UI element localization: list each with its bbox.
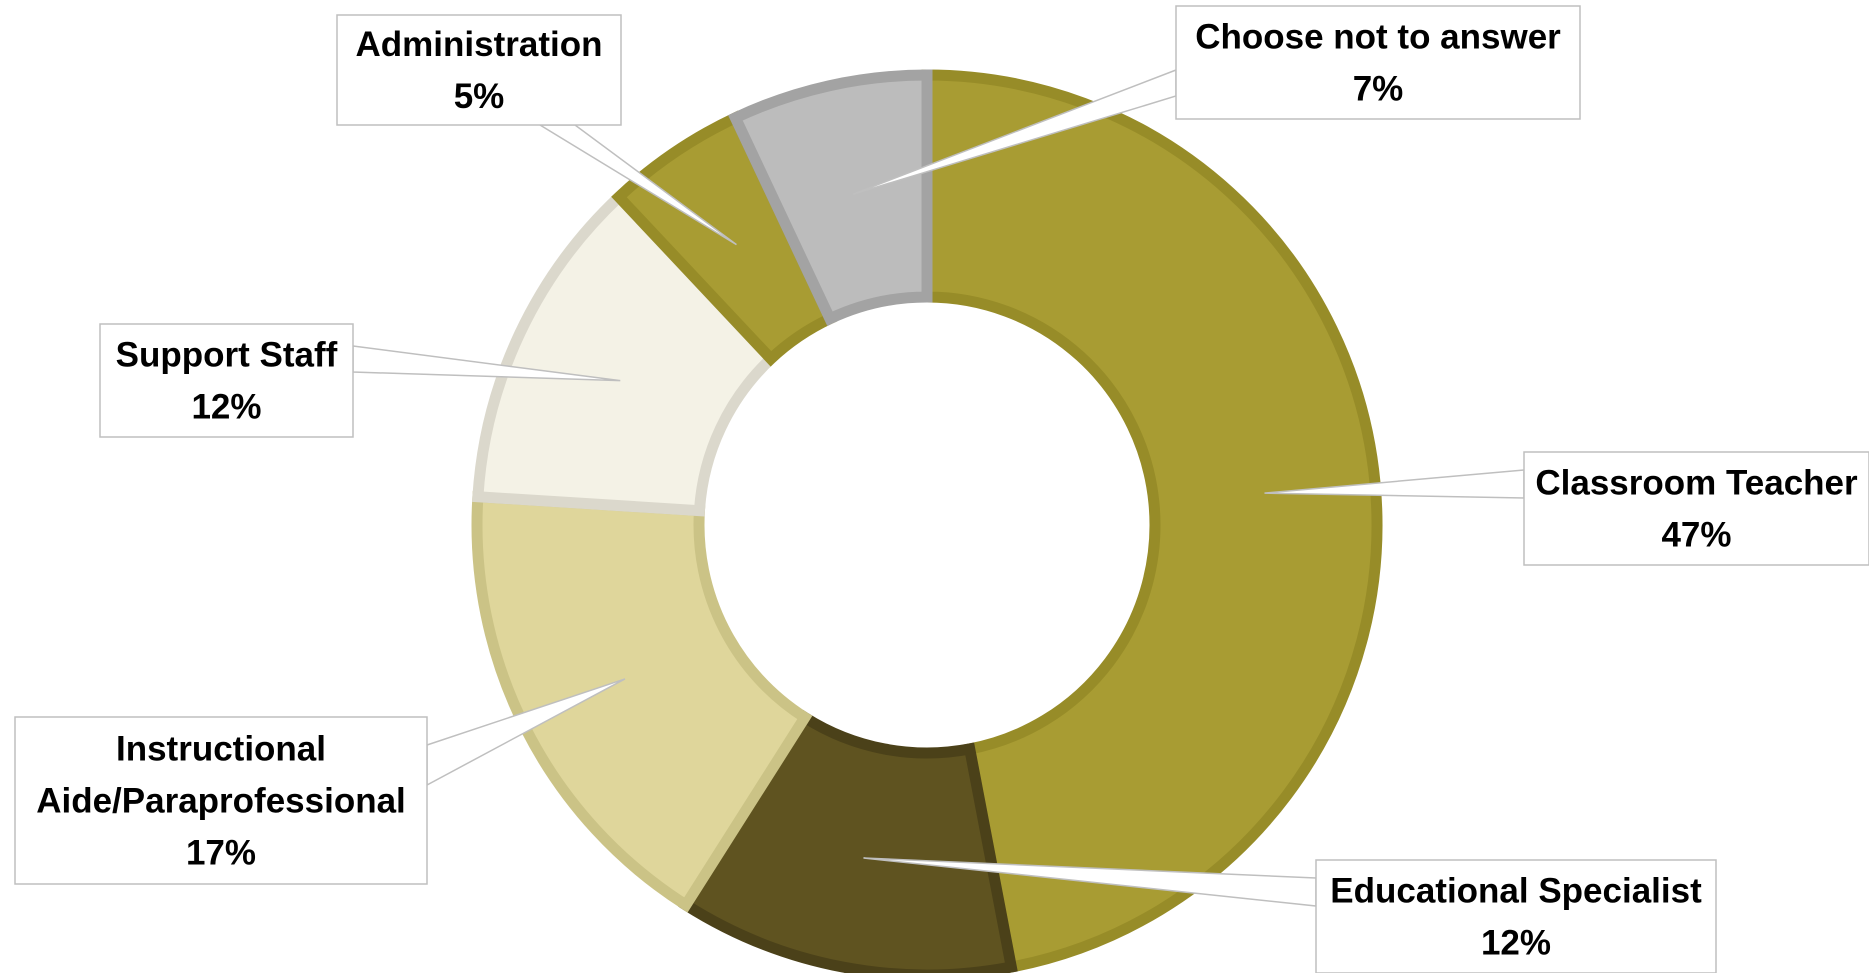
slice-category-label: Instructional	[116, 730, 326, 769]
callout-classroom-teacher: Classroom Teacher 47%	[1264, 451, 1869, 566]
data-label-callouts: Classroom Teacher 47% Educational Speciali…	[14, 5, 1869, 973]
slice-category-label: Administration	[356, 25, 603, 64]
callout-box	[336, 14, 622, 126]
callout-box	[1175, 5, 1581, 120]
slice-value-label: 7%	[1353, 70, 1404, 109]
callout-box	[1315, 859, 1717, 973]
slice-value-label: 12%	[1481, 924, 1551, 963]
callout-box	[1523, 451, 1869, 566]
slice-value-label: 5%	[454, 77, 505, 116]
donut-slices	[471, 69, 1383, 973]
slice-value-label: 17%	[186, 834, 256, 873]
slice-category-label: Choose not to answer	[1195, 18, 1561, 57]
slice-value-label: 47%	[1661, 516, 1731, 555]
callout-instructional-aide-paraprofessional: Instructional Aide/Paraprofessional 17%	[14, 678, 626, 885]
slice-category-label: Aide/Paraprofessional	[36, 782, 406, 821]
slice-category-label: Support Staff	[116, 336, 338, 375]
callout-support-staff: Support Staff 12%	[99, 323, 621, 438]
slice-category-label: Classroom Teacher	[1535, 464, 1858, 503]
slice-support-staff	[472, 189, 779, 517]
callout-box	[99, 323, 354, 438]
slice-instructional-aide-paraprofessional	[471, 490, 813, 913]
callout-choose-not-to-answer: Choose not to answer 7%	[852, 5, 1581, 195]
callout-administration: Administration 5%	[336, 14, 737, 246]
slice-value-label: 12%	[191, 388, 261, 427]
callout-box	[14, 716, 428, 885]
slice-category-label: Educational Specialist	[1330, 872, 1702, 911]
slice-choose-not-to-answer	[728, 69, 933, 327]
callout-educational-specialist: Educational Specialist 12%	[863, 857, 1717, 973]
slice-classroom-teacher	[921, 69, 1383, 973]
